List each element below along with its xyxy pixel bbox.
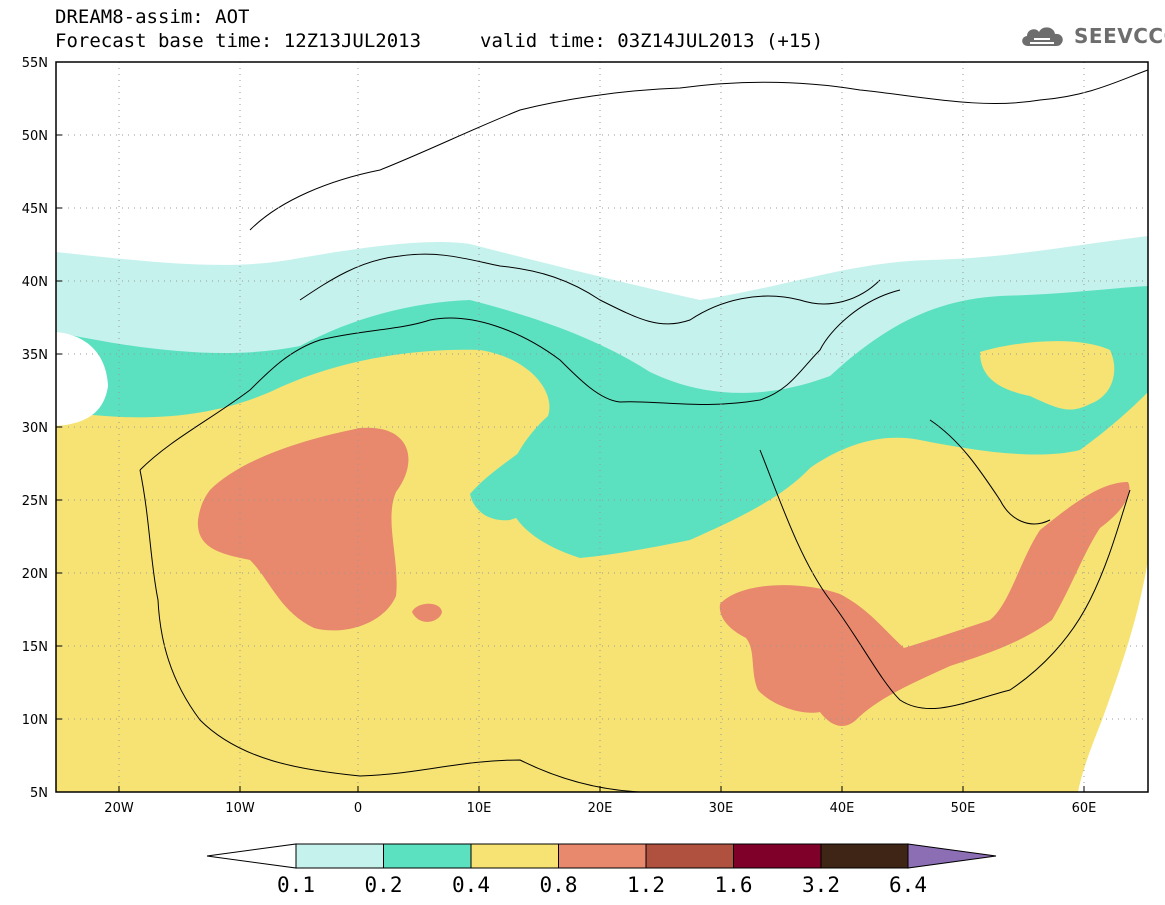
aot-pocket-green bbox=[470, 400, 653, 521]
lon-label: 20E bbox=[588, 801, 613, 816]
colorbar-cell bbox=[470, 843, 559, 869]
colorbar-cell bbox=[383, 843, 472, 869]
colorbar bbox=[206, 843, 997, 869]
colorbar-label: 0.4 bbox=[452, 873, 490, 897]
coastlines bbox=[139, 69, 1148, 792]
lat-label: 5N bbox=[30, 786, 48, 801]
colorbar-low-arrow bbox=[206, 843, 297, 869]
colorbar-label: 0.8 bbox=[540, 873, 578, 897]
lon-label: 0 bbox=[354, 801, 362, 816]
lat-label: 35N bbox=[22, 348, 48, 363]
aot-band-0.8-1.2-east bbox=[719, 482, 1130, 726]
colorbar-label: 0.1 bbox=[277, 873, 315, 897]
lon-label: 20W bbox=[104, 801, 134, 816]
ocean-mask-atlantic bbox=[56, 332, 108, 426]
colorbar-label: 6.4 bbox=[889, 873, 927, 897]
cloud-logo-icon bbox=[1022, 27, 1063, 46]
lat-label: 25N bbox=[22, 494, 48, 509]
lat-label: 30N bbox=[22, 421, 48, 436]
lon-label: 60E bbox=[1072, 801, 1097, 816]
colorbar-label: 0.2 bbox=[365, 873, 403, 897]
lat-label: 45N bbox=[22, 202, 48, 217]
lat-label: 55N bbox=[22, 56, 48, 71]
lat-label: 10N bbox=[22, 713, 48, 728]
map-title: DREAM8-assim: AOT bbox=[55, 6, 250, 28]
forecast-base-time: Forecast base time: 12Z13JUL2013 bbox=[55, 30, 422, 52]
colorbar-high-arrow bbox=[907, 843, 997, 869]
colorbar-cell bbox=[645, 843, 734, 869]
lon-label: 50E bbox=[951, 801, 976, 816]
lon-label: 10W bbox=[225, 801, 255, 816]
colorbar-cell bbox=[820, 843, 909, 869]
latitude-labels: 55N 50N 45N 40N 35N 30N 25N 20N 15N 10N … bbox=[22, 56, 48, 801]
aot-band-0.8-1.2-spot bbox=[412, 603, 442, 622]
aot-field bbox=[56, 62, 1148, 792]
graticule bbox=[56, 62, 1148, 792]
lat-label: 50N bbox=[22, 129, 48, 144]
colorbar-cell bbox=[295, 843, 384, 869]
logo-text: SEEVCCC bbox=[1074, 24, 1165, 48]
aot-band-0.8-1.2-west bbox=[197, 427, 409, 631]
lon-label: 10E bbox=[467, 801, 492, 816]
colorbar-label: 1.2 bbox=[627, 873, 665, 897]
colorbar-cell bbox=[733, 843, 822, 869]
valid-time: valid time: 03Z14JUL2013 (+15) bbox=[480, 30, 824, 52]
colorbar-labels: 0.1 0.2 0.4 0.8 1.2 1.6 3.2 6.4 bbox=[277, 873, 927, 897]
aot-band-0.4-0.8-northeast bbox=[980, 341, 1115, 410]
lon-label: 40E bbox=[830, 801, 855, 816]
ocean-mask-east bbox=[1078, 560, 1148, 792]
axis-ticks bbox=[56, 61, 1085, 793]
colorbar-label: 3.2 bbox=[802, 873, 840, 897]
colorbar-label: 1.6 bbox=[715, 873, 753, 897]
lon-label: 30E bbox=[709, 801, 734, 816]
longitude-labels: 20W 10W 0 10E 20E 30E 40E 50E 60E bbox=[104, 801, 1096, 816]
lat-label: 20N bbox=[22, 567, 48, 582]
lat-label: 40N bbox=[22, 275, 48, 290]
colorbar-cell bbox=[558, 843, 647, 869]
lat-label: 15N bbox=[22, 640, 48, 655]
seevccc-logo: SEEVCCC bbox=[1018, 22, 1165, 50]
